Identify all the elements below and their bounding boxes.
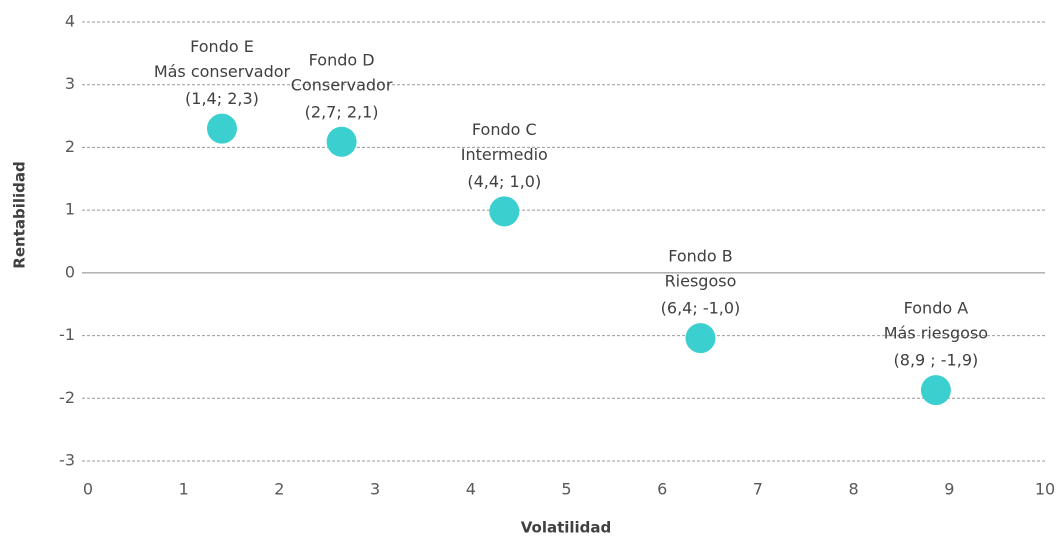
x-tick-label: 10	[1035, 480, 1055, 499]
x-tick-label: 2	[274, 480, 284, 499]
point-description: Conservador	[291, 75, 393, 94]
y-tick-label: 0	[65, 262, 75, 281]
value-label: (6,4; -1,0)	[661, 299, 741, 318]
point	[489, 196, 520, 227]
value-label: (8,9 ; -1,9)	[894, 351, 979, 370]
y-tick-label: -1	[59, 325, 75, 344]
x-tick-label: 8	[849, 480, 859, 499]
y-axis-title: Rentabilidad	[11, 161, 29, 268]
point-name: Fondo A	[904, 299, 969, 318]
y-tick-label: 3	[65, 74, 75, 93]
point-description: Más riesgoso	[884, 324, 988, 343]
point	[920, 375, 951, 406]
point-name: Fondo E	[190, 37, 254, 56]
point	[685, 323, 716, 354]
x-tick-label: 9	[944, 480, 954, 499]
x-tick-label: 7	[753, 480, 763, 499]
y-tick-label: -2	[59, 388, 75, 407]
x-tick-label: 4	[466, 480, 476, 499]
y-tick-label: 2	[65, 137, 75, 156]
point-name: Fondo B	[668, 247, 733, 266]
value-label: (4,4; 1,0)	[467, 172, 541, 191]
y-tick-label: 4	[65, 12, 75, 31]
x-tick-label: 5	[561, 480, 571, 499]
value-label: (1,4; 2,3)	[185, 89, 259, 108]
y-tick-label: -3	[59, 451, 75, 470]
x-tick-label: 1	[179, 480, 189, 499]
value-label: (2,7; 2,1)	[305, 102, 379, 121]
x-tick-label: 3	[370, 480, 380, 499]
point-description: Más conservador	[154, 62, 291, 81]
point	[206, 113, 237, 144]
point-name: Fondo D	[309, 50, 375, 69]
point-description: Intermedio	[461, 145, 548, 164]
x-axis-title: Volatilidad	[521, 519, 612, 536]
x-tick-label: 0	[83, 480, 93, 499]
point-name: Fondo C	[472, 120, 537, 139]
point-description: Riesgoso	[665, 272, 737, 291]
x-tick-label: 6	[657, 480, 667, 499]
y-tick-label: 1	[65, 200, 75, 219]
point	[326, 126, 357, 157]
